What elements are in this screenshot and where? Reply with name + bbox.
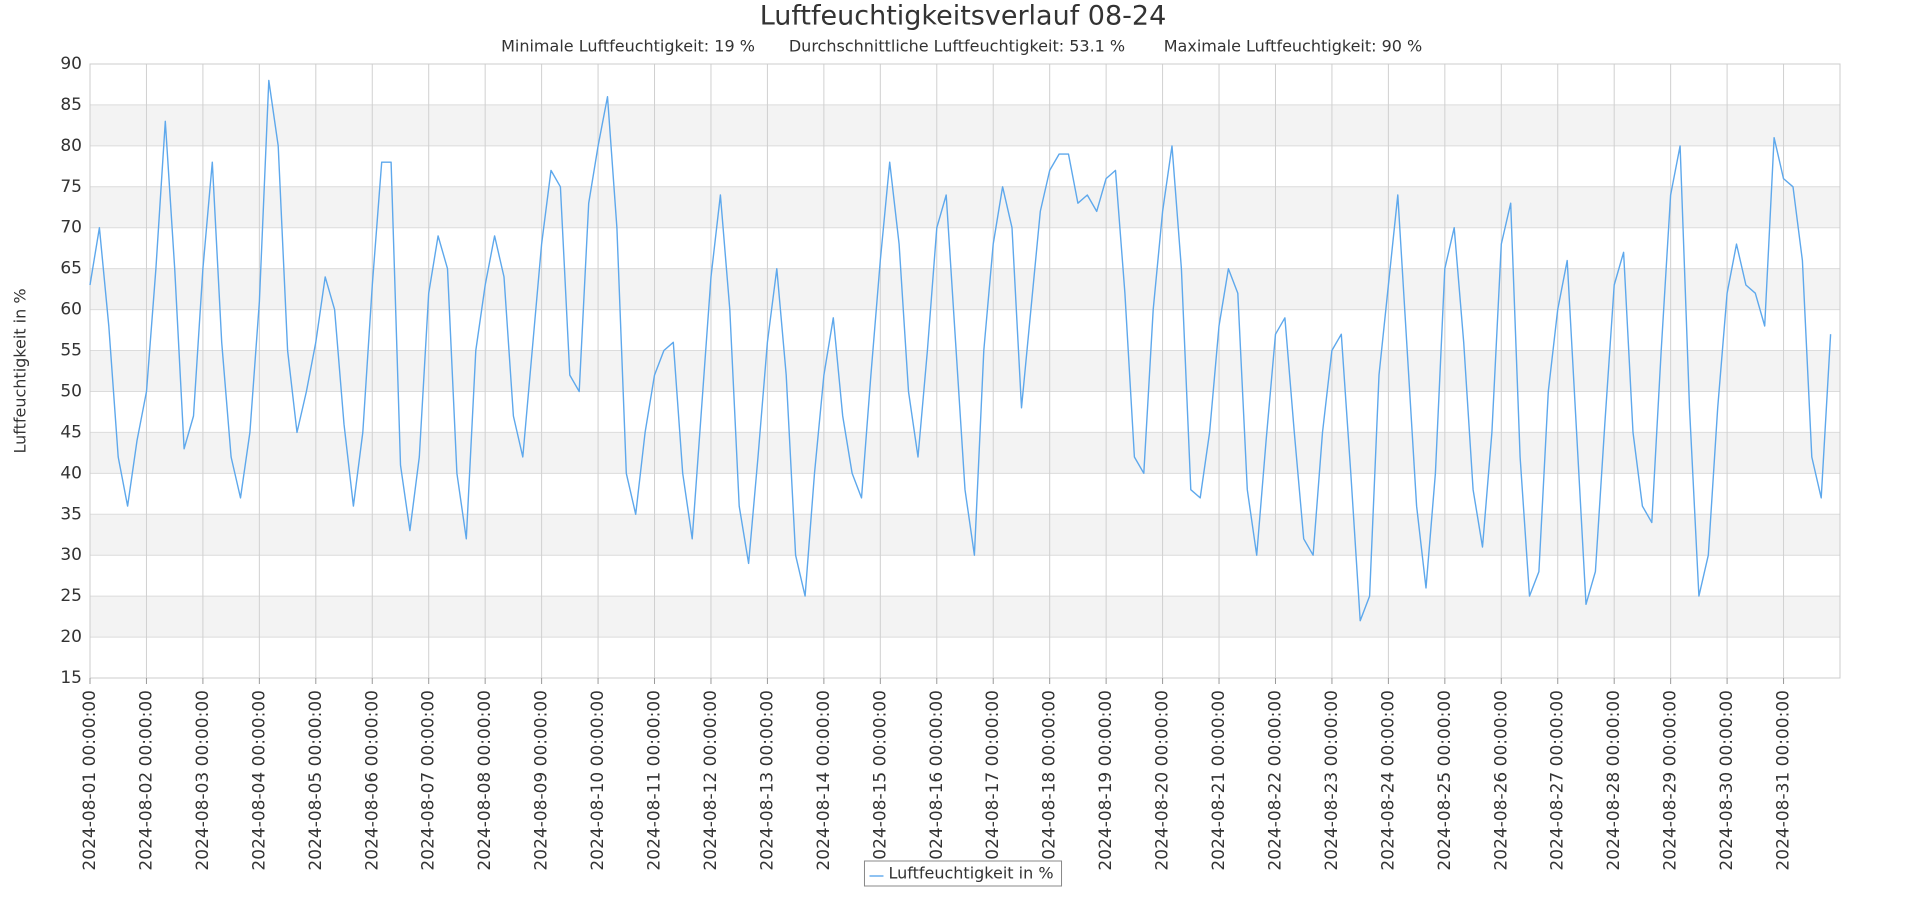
y-tick-label: 65 [60, 259, 82, 279]
x-tick-label: 2024-08-17 00:00:00 [983, 690, 1003, 871]
grid-band [90, 350, 1840, 392]
x-tick-label: 2024-08-27 00:00:00 [1548, 690, 1568, 871]
x-tick-label: 2024-08-13 00:00:00 [757, 690, 777, 871]
x-tick-label: 2024-08-05 00:00:00 [306, 690, 326, 871]
y-tick-label: 70 [60, 218, 82, 238]
grid-band [90, 268, 1840, 310]
x-tick-label: 2024-08-23 00:00:00 [1322, 690, 1342, 871]
y-tick-label: 30 [60, 545, 82, 565]
chart-title: Luftfeuchtigkeitsverlauf 08-24 [760, 1, 1167, 32]
x-tick-label: 2024-08-28 00:00:00 [1604, 690, 1624, 871]
x-tick-label: 2024-08-22 00:00:00 [1265, 690, 1285, 871]
chart-subtitle: Maximale Luftfeuchtigkeit: 90 % [1164, 37, 1423, 56]
x-tick-label: 2024-08-20 00:00:00 [1153, 690, 1173, 871]
x-tick-label: 2024-08-29 00:00:00 [1661, 690, 1681, 871]
y-tick-label: 15 [60, 668, 82, 688]
y-tick-label: 75 [60, 177, 82, 197]
x-tick-label: 2024-08-18 00:00:00 [1040, 690, 1060, 871]
y-tick-label: 45 [60, 422, 82, 442]
x-tick-label: 2024-08-07 00:00:00 [419, 690, 439, 871]
x-tick-label: 2024-08-02 00:00:00 [136, 690, 156, 871]
y-tick-label: 60 [60, 300, 82, 320]
legend-box [863, 860, 1063, 887]
y-tick-label: 55 [60, 341, 82, 361]
grid-band [90, 104, 1840, 146]
y-tick-label: 40 [60, 463, 82, 483]
y-tick-label: 20 [60, 627, 82, 647]
grid-band [90, 514, 1840, 556]
x-tick-label: 2024-08-25 00:00:00 [1435, 690, 1455, 871]
y-tick-label: 25 [60, 586, 82, 606]
x-tick-label: 2024-08-15 00:00:00 [870, 690, 890, 871]
x-tick-label: 2024-08-09 00:00:00 [532, 690, 552, 871]
y-axis-label: Luftfeuchtigkeit in % [11, 288, 30, 453]
x-tick-label: 2024-08-30 00:00:00 [1717, 690, 1737, 871]
x-tick-label: 2024-08-12 00:00:00 [701, 690, 721, 871]
x-tick-label: 2024-08-19 00:00:00 [1096, 690, 1116, 871]
x-tick-label: 2024-08-10 00:00:00 [588, 690, 608, 871]
x-tick-label: 2024-08-01 00:00:00 [80, 690, 100, 871]
x-tick-label: 2024-08-04 00:00:00 [249, 690, 269, 871]
x-tick-label: 2024-08-08 00:00:00 [475, 690, 495, 871]
x-tick-label: 2024-08-31 00:00:00 [1774, 690, 1794, 871]
y-tick-label: 85 [60, 95, 82, 115]
y-tick-label: 35 [60, 504, 82, 524]
x-tick-label: 2024-08-03 00:00:00 [193, 690, 213, 871]
y-tick-label: 90 [60, 54, 82, 74]
x-tick-label: 2024-08-21 00:00:00 [1209, 690, 1229, 871]
y-tick-label: 50 [60, 381, 82, 401]
x-tick-label: 2024-08-06 00:00:00 [362, 690, 382, 871]
grid-band [90, 432, 1840, 474]
chart-subtitle: Durchschnittliche Luftfeuchtigkeit: 53.1… [789, 37, 1125, 56]
grid-band [90, 596, 1840, 638]
x-tick-label: 2024-08-14 00:00:00 [814, 690, 834, 871]
chart-subtitle: Minimale Luftfeuchtigkeit: 19 % [501, 37, 755, 56]
legend-label: Luftfeuchtigkeit in % [888, 864, 1053, 883]
x-tick-label: 2024-08-11 00:00:00 [645, 690, 665, 871]
x-tick-label: 2024-08-24 00:00:00 [1378, 690, 1398, 871]
x-tick-label: 2024-08-16 00:00:00 [927, 690, 947, 871]
x-tick-label: 2024-08-26 00:00:00 [1491, 690, 1511, 871]
y-tick-label: 80 [60, 136, 82, 156]
grid-band [90, 186, 1840, 228]
plot-frame [89, 63, 1841, 679]
series-line [89, 79, 1832, 622]
